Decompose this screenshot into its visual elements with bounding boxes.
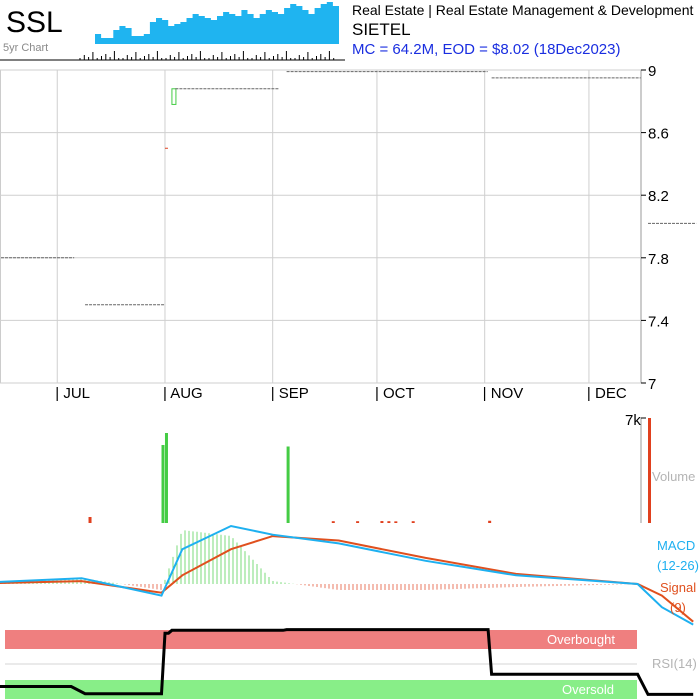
five-year-sparkline bbox=[0, 2, 345, 61]
stats-line: MC = 64.2M, EOD = $8.02 (18Dec2023) bbox=[352, 41, 620, 58]
month-label: | JUL bbox=[55, 385, 90, 402]
rsi-label: RSI(14) bbox=[652, 656, 697, 671]
sector-line: Real Estate | Real Estate Management & D… bbox=[352, 2, 693, 18]
signal-line bbox=[0, 535, 694, 623]
volume-bar bbox=[387, 521, 391, 523]
sparkline-caption: 5yr Chart bbox=[3, 42, 48, 54]
price-tick-label: 9 bbox=[648, 63, 656, 80]
price-candle bbox=[171, 88, 177, 105]
volume-label: Volume bbox=[652, 469, 695, 484]
price-tick-label: 7 bbox=[648, 376, 656, 393]
volume-bar bbox=[286, 446, 290, 523]
volume-bar bbox=[488, 520, 492, 523]
volume-bar bbox=[394, 521, 398, 523]
ticker-symbol: SSL bbox=[6, 6, 63, 39]
volume-bar bbox=[88, 517, 92, 523]
month-axis: | JUL | AUG | SEP | OCT | NOV | DEC bbox=[55, 385, 627, 402]
oversold-band bbox=[5, 680, 637, 699]
signal-params-label: (9) bbox=[670, 600, 686, 615]
month-label: | NOV bbox=[483, 385, 524, 402]
volume-bar bbox=[331, 521, 335, 523]
macd-lines bbox=[0, 524, 694, 626]
month-label: | SEP bbox=[271, 385, 309, 402]
volume-tick-label: 7k bbox=[625, 412, 641, 429]
overbought-band bbox=[5, 630, 637, 649]
volume-bar bbox=[648, 418, 651, 523]
month-label: | DEC bbox=[587, 385, 627, 402]
signal-label: Signal bbox=[660, 580, 696, 595]
volume-bar bbox=[164, 433, 168, 523]
rsi-line bbox=[0, 628, 694, 696]
company-name: SIETEL bbox=[352, 20, 411, 39]
price-tick-label: 8.6 bbox=[648, 126, 669, 143]
month-label: | AUG bbox=[163, 385, 203, 402]
macd-params-label: (12-26) bbox=[657, 558, 699, 573]
price-axis: 9 8.6 8.2 7.8 7.4 7 bbox=[641, 63, 669, 393]
volume-series bbox=[88, 417, 651, 523]
price-frame bbox=[0, 69, 642, 384]
price-tick-label: 7.4 bbox=[648, 313, 669, 330]
volume-bar bbox=[380, 521, 384, 523]
overbought-label: Overbought bbox=[547, 632, 615, 647]
price-tick-label: 8.2 bbox=[648, 188, 669, 205]
rsi-path bbox=[0, 628, 694, 696]
oversold-label: Oversold bbox=[562, 682, 614, 697]
price-series bbox=[0, 71, 697, 306]
volume-bar bbox=[161, 445, 165, 523]
price-grid bbox=[0, 69, 642, 384]
volume-bar bbox=[356, 521, 360, 523]
macd-label: MACD bbox=[657, 538, 695, 553]
volume-bar bbox=[411, 521, 415, 523]
price-tick-label: 7.8 bbox=[648, 251, 669, 268]
sparkline-area bbox=[95, 2, 339, 44]
macd-line bbox=[0, 524, 694, 626]
month-label: | OCT bbox=[375, 385, 415, 402]
